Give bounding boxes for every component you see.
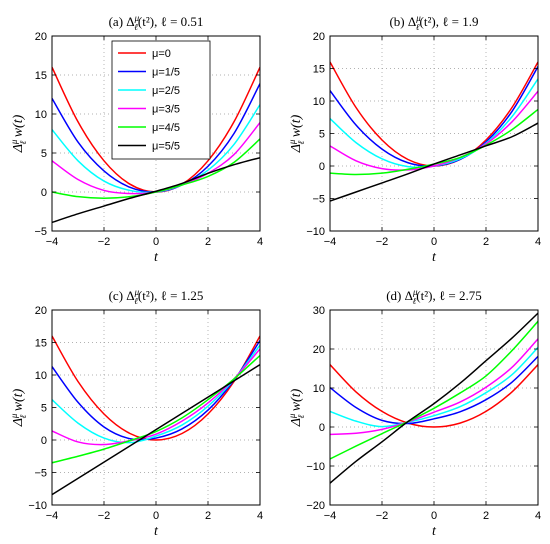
panel-title: (b) Δμ ℓ(t²), ℓ = 1.9	[389, 13, 478, 32]
y-axis-label: Δμℓ w(t)	[9, 388, 28, 427]
y-tick-label: −10	[306, 461, 325, 473]
x-tick-label: −4	[46, 236, 59, 248]
legend: μ=0 μ=1/5 μ=2/5 μ=3/5 μ=4/5 μ=5/5	[111, 40, 211, 160]
series-line-3	[330, 338, 538, 436]
y-tick-label: 20	[313, 344, 325, 356]
x-axis-label: t	[432, 250, 437, 265]
series-line-5	[52, 363, 260, 496]
x-tick-label: 4	[257, 510, 263, 522]
y-tick-label: 0	[41, 435, 47, 447]
y-axis-label-group: Δμℓ w(t)	[287, 114, 306, 153]
x-tick-label: −4	[46, 510, 59, 522]
series-group	[330, 61, 538, 202]
x-axis-label: t	[154, 250, 159, 265]
legend-label-4: μ=4/5	[152, 122, 180, 134]
series-group	[52, 335, 260, 496]
x-tick-label: 0	[431, 510, 437, 522]
series-line-4	[330, 320, 538, 460]
x-tick-label: 4	[257, 236, 263, 248]
legend-label-3: μ=3/5	[152, 104, 180, 116]
y-axis-label-group: Δμℓ w(t)	[9, 388, 28, 427]
y-tick-label: 10	[35, 109, 47, 121]
y-axis-label: Δμℓ w(t)	[287, 388, 306, 427]
y-tick-label: 0	[41, 187, 47, 199]
series-line-3	[52, 348, 260, 446]
y-axis-label-group: Δμℓ w(t)	[287, 388, 306, 427]
x-axis-label: t	[432, 524, 437, 539]
panel-title: (d) Δμ ℓ(t²), ℓ = 2.75	[386, 287, 482, 306]
x-tick-label: −2	[98, 510, 111, 522]
series-line-3	[330, 90, 538, 171]
series-line-5	[330, 122, 538, 202]
y-tick-label: 15	[313, 64, 325, 76]
x-tick-label: 4	[535, 510, 541, 522]
y-tick-label: −10	[306, 226, 325, 238]
y-axis-label-group: Δμℓ w(t)	[9, 114, 28, 153]
y-tick-label: 0	[319, 161, 325, 173]
series-line-5	[330, 312, 538, 484]
y-tick-label: 10	[313, 96, 325, 108]
x-tick-label: 2	[205, 236, 211, 248]
y-tick-label: −5	[34, 468, 47, 480]
x-tick-label: 0	[431, 236, 437, 248]
x-tick-label: −2	[98, 236, 111, 248]
panel-title: (a) Δμ ℓ(t²), ℓ = 0.51	[109, 13, 204, 32]
y-tick-label: 15	[35, 338, 47, 350]
legend-label-1: μ=1/5	[152, 67, 180, 79]
x-tick-label: −4	[324, 236, 337, 248]
series-line-1	[52, 340, 260, 441]
y-tick-label: 5	[319, 129, 325, 141]
chart-panel-2: −4 −2 0 2 4 −10 −5 0 5 10 15 20 (c) Δμ ℓ(t²), ℓ = 1.2…	[9, 287, 263, 539]
x-tick-label: −4	[324, 510, 337, 522]
legend-label-5: μ=5/5	[152, 141, 180, 153]
y-tick-label: 10	[35, 370, 47, 382]
y-tick-label: 5	[41, 403, 47, 415]
x-tick-label: 2	[483, 510, 489, 522]
y-tick-label: 10	[313, 383, 325, 395]
legend-box	[111, 40, 211, 160]
x-axis-label: t	[154, 524, 159, 539]
y-tick-label: 15	[35, 70, 47, 82]
panel-title: (c) Δμ ℓ(t²), ℓ = 1.25	[109, 287, 204, 306]
x-tick-label: −2	[376, 236, 389, 248]
series-line-2	[330, 346, 538, 428]
x-tick-label: 2	[205, 510, 211, 522]
y-tick-label: 20	[313, 31, 325, 43]
x-tick-label: 4	[535, 236, 541, 248]
series-line-1	[330, 355, 538, 425]
legend-label-2: μ=2/5	[152, 85, 180, 97]
y-axis-label: Δμℓ w(t)	[287, 114, 306, 153]
x-tick-label: 0	[153, 510, 159, 522]
y-tick-label: −10	[28, 500, 47, 512]
x-tick-label: 2	[483, 236, 489, 248]
legend-label-0: μ=0	[152, 48, 171, 60]
y-axis-label: Δμℓ w(t)	[9, 114, 28, 153]
y-tick-label: 20	[35, 31, 47, 43]
series-group	[330, 312, 538, 484]
x-tick-label: 0	[153, 236, 159, 248]
y-tick-label: 0	[319, 422, 325, 434]
y-tick-label: 20	[35, 305, 47, 317]
series-line-0	[52, 335, 260, 441]
y-tick-label: 30	[313, 305, 325, 317]
series-line-0	[330, 364, 538, 428]
series-line-2	[52, 344, 260, 444]
y-tick-label: −5	[34, 226, 47, 238]
y-tick-label: −20	[306, 500, 325, 512]
y-tick-label: −5	[312, 194, 325, 206]
y-tick-label: 5	[41, 148, 47, 160]
series-group	[52, 66, 260, 224]
x-tick-label: −2	[376, 510, 389, 522]
chart-panel-1: −4 −2 0 2 4 −10 −5 0 5 10 15 20 (b) Δμ ℓ(t²), ℓ = 1.9…	[287, 13, 541, 265]
series-line-5	[52, 156, 260, 224]
